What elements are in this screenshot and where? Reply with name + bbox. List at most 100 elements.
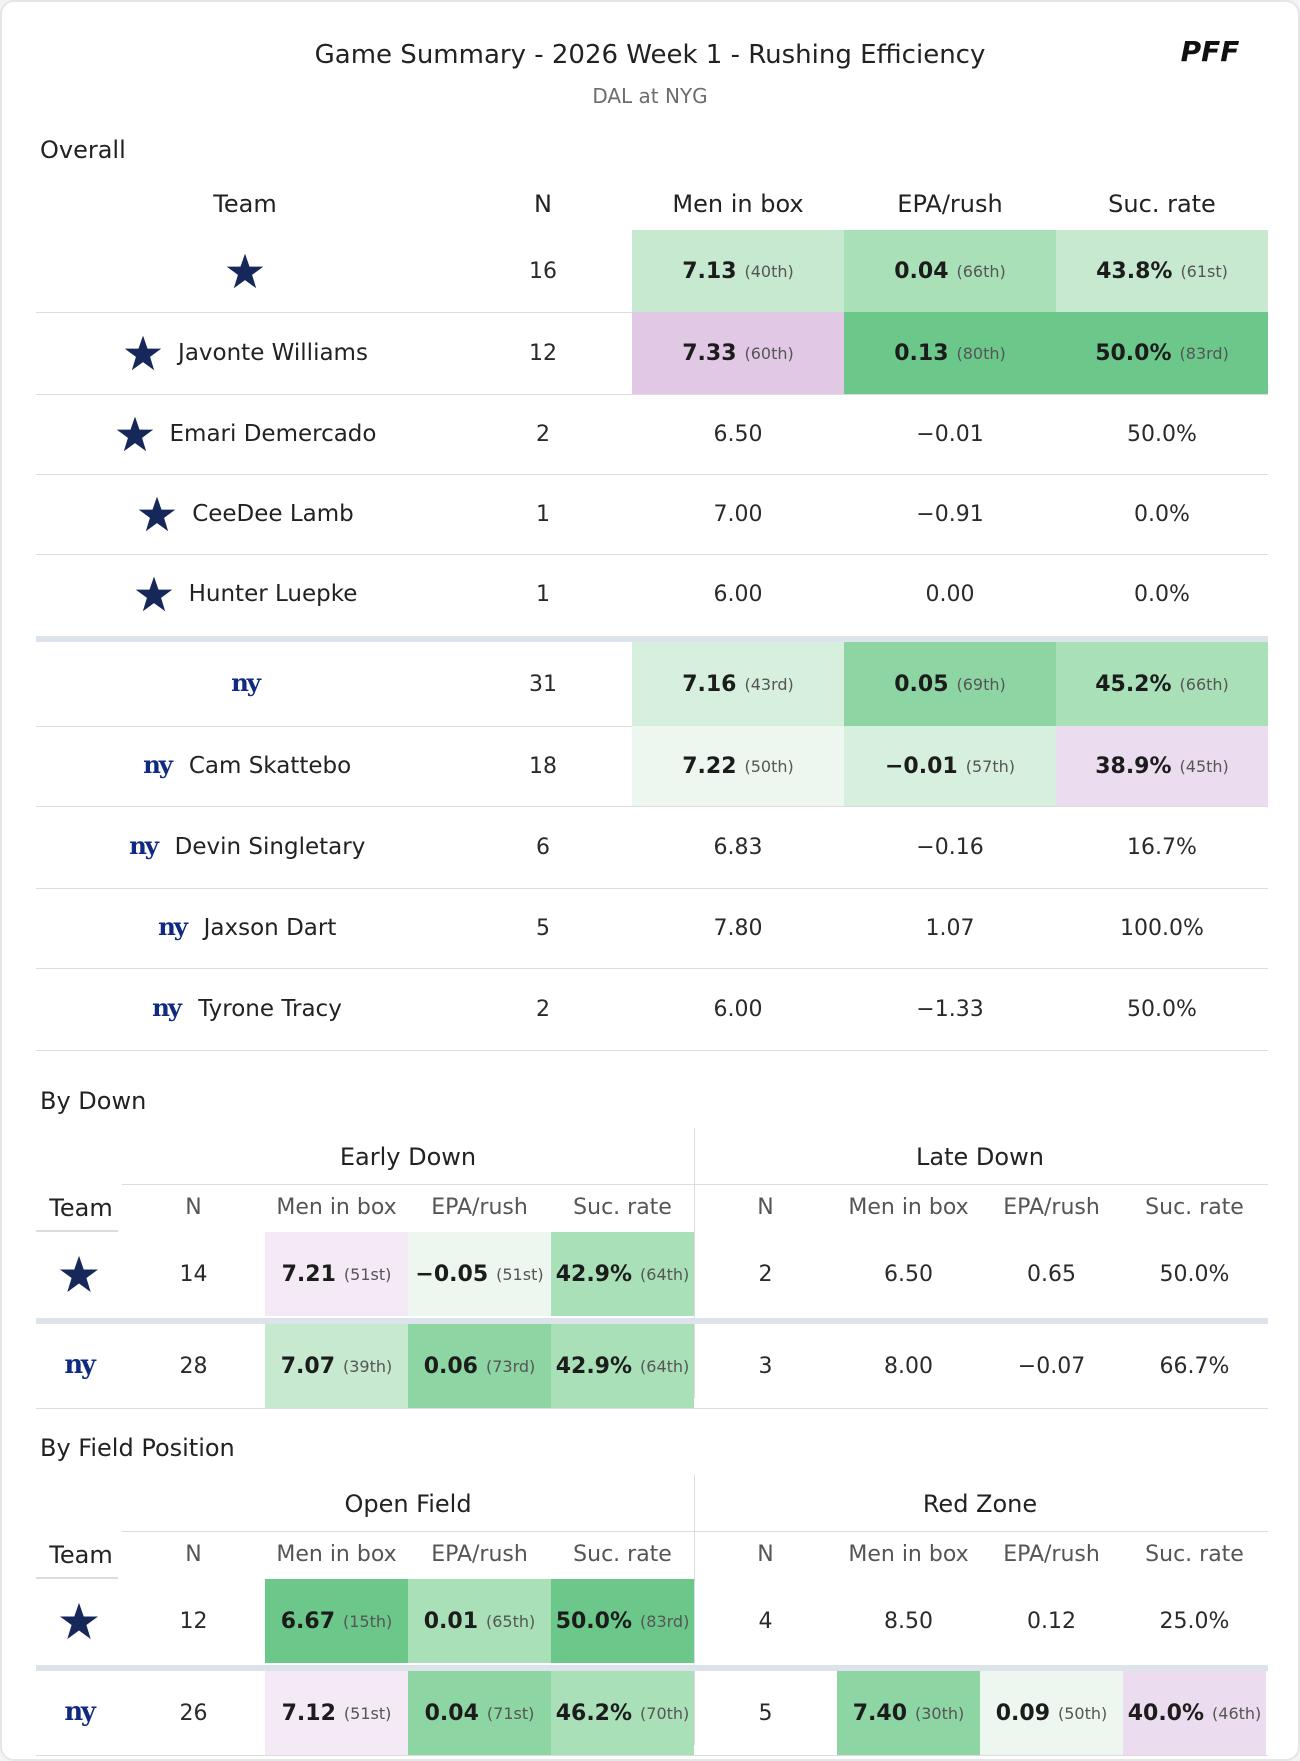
- split-cell-3: 46.2% (70th): [551, 1671, 694, 1755]
- svg-text:ny: ny: [64, 1351, 96, 1380]
- cell-value: 1: [536, 581, 550, 607]
- cell-value: 6.00: [713, 581, 763, 607]
- cell-value: 46.2%: [555, 1700, 633, 1726]
- overall-suc-cell: 0.0%: [1056, 554, 1268, 634]
- player-name: Jaxson Dart: [203, 915, 337, 941]
- cell-rank: (57th): [965, 756, 1015, 776]
- overall-epa-cell: 0.04 (66th): [844, 230, 1056, 312]
- overall-suc-cell: 43.8% (61st): [1056, 230, 1268, 312]
- svg-text:PFF: PFF: [1181, 35, 1240, 68]
- group-underline: [122, 1531, 1268, 1532]
- overall-header-4: Suc. rate: [1108, 190, 1216, 218]
- dallas-star-icon: [136, 493, 179, 535]
- split-cell-6: 0.12: [980, 1579, 1123, 1663]
- split-cell-0: 12: [122, 1579, 265, 1663]
- svg-text:ny: ny: [158, 914, 189, 941]
- sub-header-6: EPA/rush: [1003, 1541, 1100, 1567]
- cell-rank: (73rd): [485, 1356, 536, 1376]
- team-separator: [36, 1665, 1268, 1671]
- overall-team-cell: Javonte Williams: [36, 312, 454, 394]
- cell-value: −0.05: [415, 1261, 489, 1287]
- group-divider: [694, 1475, 695, 1745]
- cell-value: 1.07: [925, 915, 975, 941]
- split-cell-3: 42.9% (64th): [551, 1324, 694, 1408]
- overall-epa-cell: −0.91: [844, 474, 1056, 554]
- sub-header-4: N: [757, 1541, 774, 1567]
- overall-mib-cell: 6.50: [632, 394, 844, 474]
- cell-value: −0.01: [885, 753, 958, 779]
- overall-suc-cell: 50.0% (83rd): [1056, 312, 1268, 394]
- svg-text:ny: ny: [129, 833, 160, 860]
- sub-header-2: EPA/rush: [431, 1541, 528, 1567]
- cell-value: 7.33: [682, 340, 737, 366]
- giants-ny-icon: ny: [60, 1351, 98, 1381]
- overall-epa-cell: −1.33: [844, 968, 1056, 1050]
- cell-rank: (70th): [640, 1703, 690, 1723]
- cell-rank: (40th): [744, 261, 794, 281]
- cell-value: 50.0%: [1159, 1261, 1230, 1287]
- cell-value: 66.7%: [1159, 1353, 1230, 1379]
- player-name: Hunter Luepke: [188, 581, 358, 607]
- sub-header-4: N: [757, 1194, 774, 1220]
- cell-rank: (65th): [486, 1611, 536, 1631]
- team-cell: ny: [36, 1671, 122, 1755]
- cell-value: 16: [529, 258, 557, 284]
- sub-header-0: N: [185, 1194, 202, 1220]
- player-name: Javonte Williams: [178, 340, 368, 366]
- cell-rank: (45th): [1179, 756, 1229, 776]
- row-divider: [36, 554, 1268, 555]
- section-by-field-position: By Field Position: [40, 1434, 235, 1462]
- cell-rank: (50th): [1058, 1703, 1108, 1723]
- overall-mib-cell: 6.00: [632, 968, 844, 1050]
- overall-suc-cell: 16.7%: [1056, 806, 1268, 888]
- overall-mib-cell: 6.83: [632, 806, 844, 888]
- split-cell-0: 14: [122, 1232, 265, 1316]
- overall-epa-cell: 0.05 (69th): [844, 642, 1056, 726]
- split-cell-7: 40.0% (46th): [1123, 1671, 1266, 1755]
- overall-header-1: N: [534, 190, 552, 218]
- split-cell-4: 3: [694, 1324, 837, 1408]
- team-separator: [36, 1318, 1268, 1324]
- overall-mib-cell: 7.16 (43rd): [632, 642, 844, 726]
- cell-value: 14: [179, 1261, 208, 1287]
- split-cell-7: 66.7%: [1123, 1324, 1266, 1408]
- overall-header-0: Team: [213, 190, 277, 218]
- cell-rank: (51st): [343, 1703, 392, 1723]
- cell-value: 12: [179, 1608, 208, 1634]
- cell-value: 0.04: [424, 1700, 479, 1726]
- cell-value: 0.0%: [1134, 501, 1190, 527]
- split-cell-2: 0.04 (71st): [408, 1671, 551, 1755]
- overall-n-cell: 16: [454, 230, 632, 312]
- cell-value: −0.01: [916, 421, 984, 447]
- cell-value: 18: [529, 753, 557, 779]
- player-name: Tyrone Tracy: [198, 996, 342, 1022]
- svg-text:ny: ny: [152, 995, 183, 1022]
- cell-value: 0.65: [1027, 1261, 1076, 1287]
- team-header-underline: [36, 1577, 118, 1579]
- team-cell: [36, 1232, 122, 1316]
- svg-text:ny: ny: [143, 752, 174, 779]
- cell-value: 6: [536, 834, 550, 860]
- overall-epa-cell: 0.00: [844, 554, 1056, 634]
- overall-team-cell: ny Jaxson Dart: [36, 888, 454, 968]
- cell-value: 2: [536, 996, 550, 1022]
- team-header: Team: [49, 1541, 113, 1569]
- dallas-star-icon: [132, 573, 175, 615]
- cell-value: 6.50: [713, 421, 763, 447]
- page-title: Game Summary - 2026 Week 1 - Rushing Eff…: [314, 40, 986, 70]
- dallas-star-icon: [122, 332, 165, 374]
- split-cell-7: 50.0%: [1123, 1232, 1266, 1316]
- cell-value: −1.33: [916, 996, 984, 1022]
- split-cell-6: −0.07: [980, 1324, 1123, 1408]
- overall-mib-cell: 7.33 (60th): [632, 312, 844, 394]
- cell-rank: (83rd): [1179, 343, 1229, 363]
- player-name: Emari Demercado: [169, 421, 377, 447]
- overall-n-cell: 18: [454, 726, 632, 806]
- group-divider: [694, 1128, 695, 1398]
- cell-value: 0.06: [423, 1353, 478, 1379]
- cell-value: 100.0%: [1120, 915, 1204, 941]
- cell-value: 38.9%: [1095, 753, 1172, 779]
- overall-mib-cell: 7.13 (40th): [632, 230, 844, 312]
- overall-team-cell: ny Devin Singletary: [36, 806, 454, 888]
- dallas-star-icon: [224, 250, 266, 292]
